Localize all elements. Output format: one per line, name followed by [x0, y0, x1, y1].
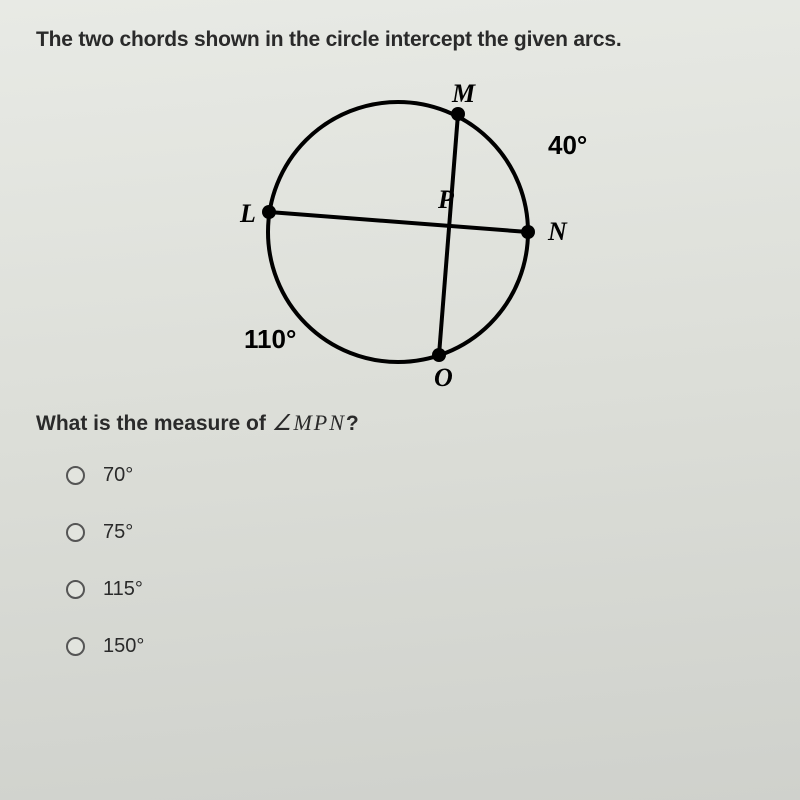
svg-text:P: P — [437, 185, 455, 214]
svg-text:40°: 40° — [548, 130, 587, 160]
svg-text:N: N — [547, 217, 568, 246]
option-b[interactable]: 75° — [66, 521, 760, 544]
svg-text:M: M — [451, 79, 476, 108]
question-prompt: The two chords shown in the circle inter… — [36, 28, 760, 52]
option-d[interactable]: 150° — [66, 635, 760, 658]
svg-text:O: O — [434, 363, 453, 392]
radio-icon — [66, 580, 85, 599]
radio-icon — [66, 466, 85, 485]
question-prefix: What is the measure of — [36, 412, 272, 435]
option-label: 115° — [103, 578, 143, 601]
option-label: 75° — [103, 521, 133, 544]
option-c[interactable]: 115° — [66, 578, 760, 601]
svg-text:110°: 110° — [244, 324, 296, 354]
circle-diagram: M N O L P 40° 110° — [148, 62, 648, 392]
svg-text:L: L — [239, 199, 256, 228]
question-angle: ∠MPN — [272, 410, 346, 435]
option-label: 150° — [103, 635, 144, 658]
radio-icon — [66, 637, 85, 656]
question-text: What is the measure of ∠MPN? — [36, 410, 760, 436]
question-suffix: ? — [346, 412, 359, 435]
option-label: 70° — [103, 464, 133, 487]
answer-options: 70° 75° 115° 150° — [66, 464, 760, 658]
radio-icon — [66, 523, 85, 542]
option-a[interactable]: 70° — [66, 464, 760, 487]
